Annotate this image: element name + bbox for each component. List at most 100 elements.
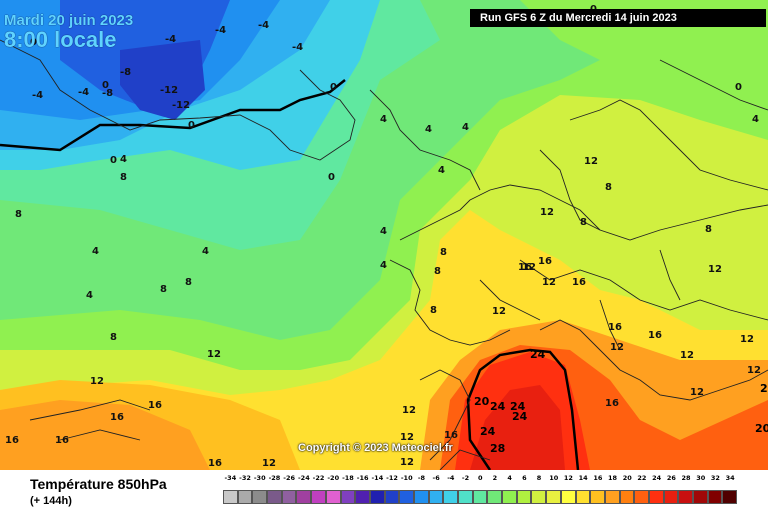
legend-swatch [560,490,576,504]
isotherm-label: -4 [78,87,89,98]
isotherm-label: 0 [330,82,337,93]
legend-swatch [296,490,312,504]
legend-swatch [237,490,253,504]
legend-swatch [252,490,268,504]
legend-tick: -2 [461,474,470,482]
forecast-date: Mardi 20 juin 2023 [4,12,134,29]
isotherm-label: -4 [292,42,303,53]
isotherm-label: -8 [120,67,131,78]
legend-tick: -4 [447,474,455,482]
isotherm-label: 12 [610,342,624,353]
map-title: Température 850hPa [30,476,167,492]
run-info-banner: Run GFS 6 Z du Mercredi 14 juin 2023 [470,9,766,27]
legend-swatch [604,490,620,504]
legend-tick: -30 [253,474,266,482]
legend-swatch [311,490,326,504]
legend-tick: 30 [696,474,706,482]
legend-swatch [384,490,400,504]
legend-swatch [428,490,444,504]
temperature-labels: -4-4-4-4-4-4-8-8-12-12000000004444444444… [5,4,768,469]
isotherm-label: 8 [15,209,22,220]
isotherm-label: 12 [262,458,276,469]
isotherm-label: 0 [735,82,742,93]
legend-swatch [355,490,370,504]
legend-ticks: -34 -32 -30 -28 -26 -24 -22 -20 -18 -16 -14 -12 -10-… [223,474,753,484]
legend-swatch [722,490,738,504]
legend-swatch [648,490,664,504]
isotherm-label: 4 [202,246,209,257]
isotherm-label: 24 [512,410,528,423]
isotherm-label: 16 [538,256,552,267]
copyright-notice: Copyright © 2023 Meteociel.fr [298,442,453,454]
legend-tick: -18 [342,474,354,482]
legend-swatch [443,490,458,504]
isotherm-label: 12 [708,264,722,275]
isotherm-label: 12 [400,457,414,468]
legend-swatch [472,490,488,504]
isotherm-24 [466,348,580,470]
legend-tick: -28 [268,474,281,482]
legend-tick: -20 [327,474,340,482]
isotherm-label: 20 [760,382,768,395]
isotherm-label: 16 [572,277,586,288]
legend-tick: 20 [622,474,632,482]
legend-tick: 24 [652,474,662,482]
legend-tick: -26 [283,474,296,482]
legend-tick: -34 [224,474,237,482]
isotherm-label: 16 [518,262,532,273]
legend-swatch [634,490,649,504]
legend-tick: 16 [593,474,603,482]
legend-bar [223,490,738,504]
isotherm-label: 0 [328,172,335,183]
isotherm-label: 24 [490,400,506,413]
isotherm-label: 8 [434,266,441,277]
isotherm-label: -8 [102,88,113,99]
isotherm-label: 12 [492,306,506,317]
map-svg: -4-4-4-4-4-4-8-8-12-12000000004444444444… [0,0,768,470]
legend-swatch [267,490,282,504]
forecast-time: 8:00 locale [4,27,117,52]
legend-tick: 12 [563,474,573,482]
isotherm-label: 0 [30,37,37,48]
footer: Température 850hPa (+ 144h) -34 -32 -30 -28… [0,470,768,512]
color-legend: -34 -32 -30 -28 -26 -24 -22 -20 -18 -16 -14 -12 -10-… [223,474,753,508]
legend-swatch [325,490,341,504]
isotherm-label: -4 [32,90,43,101]
band-darkblue [120,40,205,120]
isotherm-label: 12 [400,432,414,443]
legend-tick: -8 [417,474,426,482]
isotherm-label: 16 [608,322,622,333]
forecast-offset: (+ 144h) [30,495,72,507]
isotherm-label: 4 [380,114,387,125]
legend-swatch [340,490,356,504]
isotherm-label: 16 [55,435,69,446]
isotherm-label: 16 [5,435,19,446]
legend-tick: 8 [536,474,542,482]
isotherm-label: 4 [120,154,127,165]
isotherm-label: 12 [207,349,221,360]
legend-swatch [575,490,591,504]
legend-swatch [619,490,635,504]
legend-tick: -6 [432,474,440,482]
isotherm-label: 24 [480,425,496,438]
legend-tick: 26 [666,474,676,482]
legend-swatch [369,490,385,504]
isotherm-label: 12 [522,262,536,273]
legend-swatch [707,490,723,504]
legend-tick: -24 [297,474,310,482]
isotherm-label: 20 [755,422,768,435]
legend-tick: -10 [400,474,413,482]
legend-tick: 10 [549,474,559,482]
legend-tick: 4 [507,474,512,482]
isotherm-label: 4 [380,260,387,271]
isotherm-label: 8 [160,284,167,295]
isotherm-label: 8 [185,277,192,288]
legend-tick: 6 [522,474,527,482]
isotherm-label: 16 [110,412,124,423]
band-darkred [470,385,565,470]
isotherm-label: 0 [102,80,109,91]
legend-swatch [546,490,561,504]
legend-tick: 22 [637,474,647,482]
isotherm-label: 4 [438,165,445,176]
legend-tick: -12 [386,474,398,482]
